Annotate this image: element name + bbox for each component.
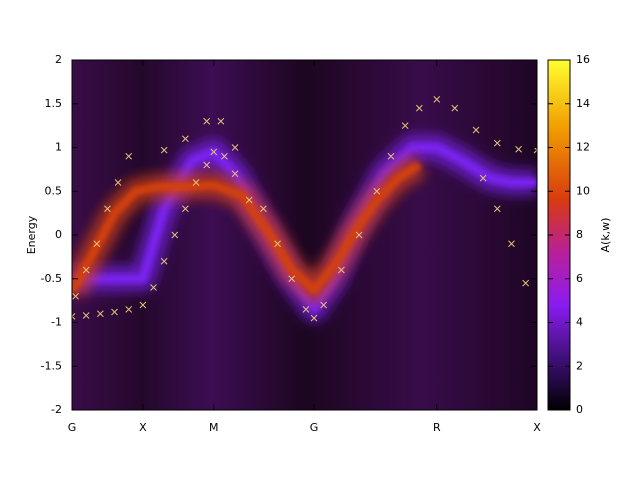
y-tick-label: -2 [51,403,62,416]
colorbar-tick-label: 6 [576,272,583,285]
x-tick-label: X [533,421,541,434]
cross-marker [387,152,395,160]
cross-marker [493,139,501,147]
colorbar-tick-label: 8 [576,228,583,241]
cross-marker [93,240,101,248]
cross-marker [320,301,327,309]
cross-marker [114,179,122,186]
cross-marker [355,231,363,239]
cross-marker [274,240,281,248]
cross-marker [125,306,133,313]
cross-marker [522,279,530,287]
cross-marker [182,135,189,143]
cross-marker [433,96,441,103]
cross-marker [72,292,79,300]
y-tick-label: -1 [51,316,62,329]
colorbar-tick-label: 4 [576,316,583,329]
y-tick-label: 0 [55,228,62,241]
cross-marker [221,152,228,160]
cross-marker [72,313,76,320]
cross-marker [192,179,200,186]
cross-marker [479,174,487,182]
cross-marker [182,205,189,213]
y-tick-label: -0.5 [41,272,62,285]
colorbar-tick-label: 10 [576,184,590,197]
cross-marker [373,187,381,195]
cross-marker [231,144,239,151]
y-tick-label: -1.5 [41,359,62,372]
cross-marker [288,275,296,283]
cross-marker [217,117,225,125]
cross-marker [260,205,267,213]
cross-marker [310,314,318,322]
cross-marker [245,196,253,204]
colorbar-tick-label: 2 [576,359,583,372]
cross-marker [302,306,310,313]
cross-marker [415,104,423,112]
band [72,161,422,295]
cross-marker [111,308,118,316]
y-tick-label: 2 [55,53,62,66]
cross-marker [82,266,90,274]
cross-marker [515,145,522,153]
cross-marker [203,161,211,169]
x-tick-label: M [209,421,219,434]
cross-marker [160,257,168,265]
cross-marker [160,146,168,154]
x-tick-label: G [310,421,319,434]
y-tick-label: 0.5 [45,184,63,197]
y-tick-label: 1 [55,141,62,154]
y-axis-label: Energy [25,215,38,254]
cross-marker [401,122,409,129]
colorbar-label: A(k,w) [599,218,612,253]
x-tick-label: R [433,421,441,434]
cross-marker [82,312,90,319]
cross-marker [97,310,104,318]
cross-marker [493,205,501,213]
cross-marker [451,104,459,112]
cross-marker [171,231,179,239]
cross-marker [472,126,480,134]
cross-marker [203,117,211,125]
colorbar-tick-label: 16 [576,53,590,66]
cross-marker [125,152,133,160]
cross-marker [338,266,345,274]
x-tick-label: X [139,421,147,434]
colorbar-tick-label: 12 [576,141,590,154]
cross-marker [150,284,157,291]
colorbar-tick-label: 14 [576,97,590,110]
cross-marker [533,146,537,154]
x-tick-label: G [68,421,77,434]
colorbar-tick-label: 0 [576,403,583,416]
cross-marker [139,301,147,309]
cross-marker [508,240,515,248]
cross-marker [104,205,111,213]
cross-marker [210,148,218,156]
cross-marker [231,170,239,178]
y-tick-label: 1.5 [45,97,63,110]
heatmap-background [72,60,537,410]
